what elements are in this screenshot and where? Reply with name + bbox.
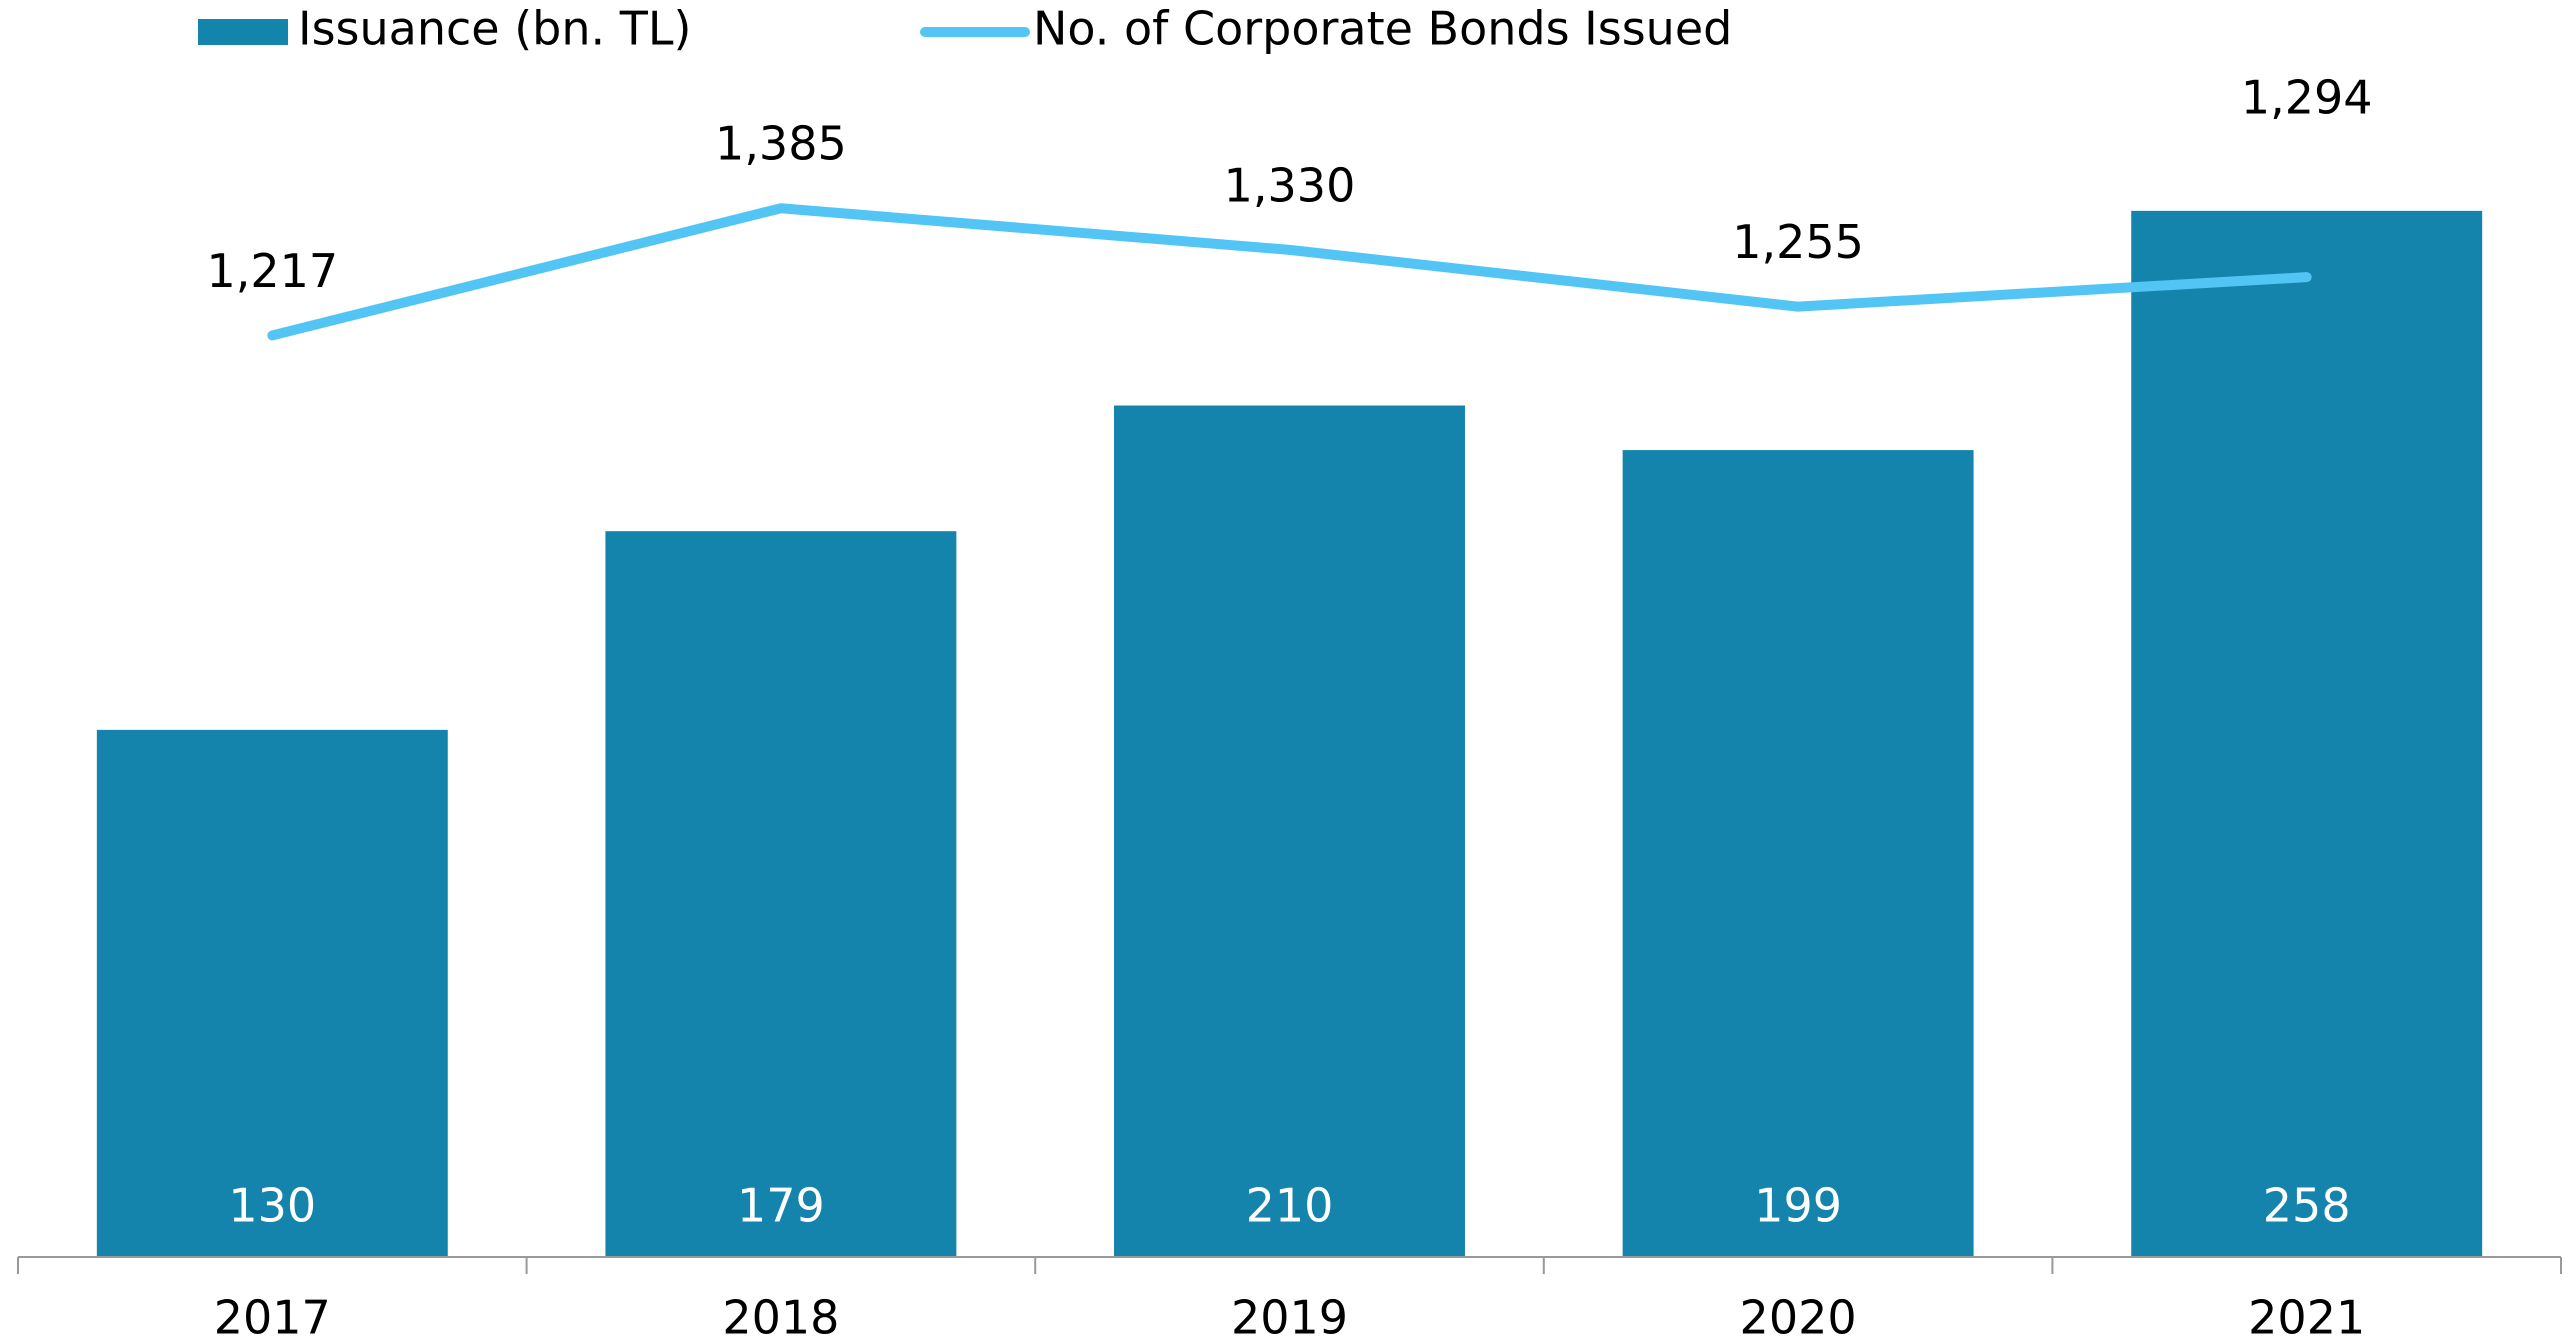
line-value-label: 1,330 bbox=[1224, 158, 1356, 212]
line-value-label: 1,255 bbox=[1732, 215, 1864, 269]
bar-value-label: 199 bbox=[1754, 1179, 1842, 1233]
bar-value-label: 210 bbox=[1246, 1179, 1334, 1233]
x-tick-label: 2017 bbox=[214, 1291, 331, 1342]
line-value-label: 1,294 bbox=[2241, 70, 2373, 124]
bar-value-label: 179 bbox=[737, 1179, 825, 1233]
legend-label: Issuance (bn. TL) bbox=[298, 2, 691, 56]
bar bbox=[605, 531, 957, 1257]
bar bbox=[96, 729, 448, 1257]
line bbox=[267, 203, 2312, 341]
line-value-label: 1,217 bbox=[206, 244, 338, 298]
line-value-label: 1,385 bbox=[715, 117, 847, 171]
bar bbox=[1622, 450, 1974, 1257]
legend-swatch bbox=[198, 19, 288, 45]
legend-label: No. of Corporate Bonds Issued bbox=[1033, 2, 1732, 56]
bar bbox=[1114, 405, 1465, 1257]
x-tick-label: 2021 bbox=[2248, 1291, 2365, 1342]
bar-value-label: 130 bbox=[228, 1179, 316, 1233]
bar bbox=[2131, 210, 2483, 1258]
bar-value-label: 258 bbox=[2263, 1179, 2351, 1233]
x-tick-label: 2019 bbox=[1231, 1291, 1348, 1342]
x-tick-label: 2018 bbox=[722, 1291, 839, 1342]
x-tick-label: 2020 bbox=[1740, 1291, 1857, 1342]
